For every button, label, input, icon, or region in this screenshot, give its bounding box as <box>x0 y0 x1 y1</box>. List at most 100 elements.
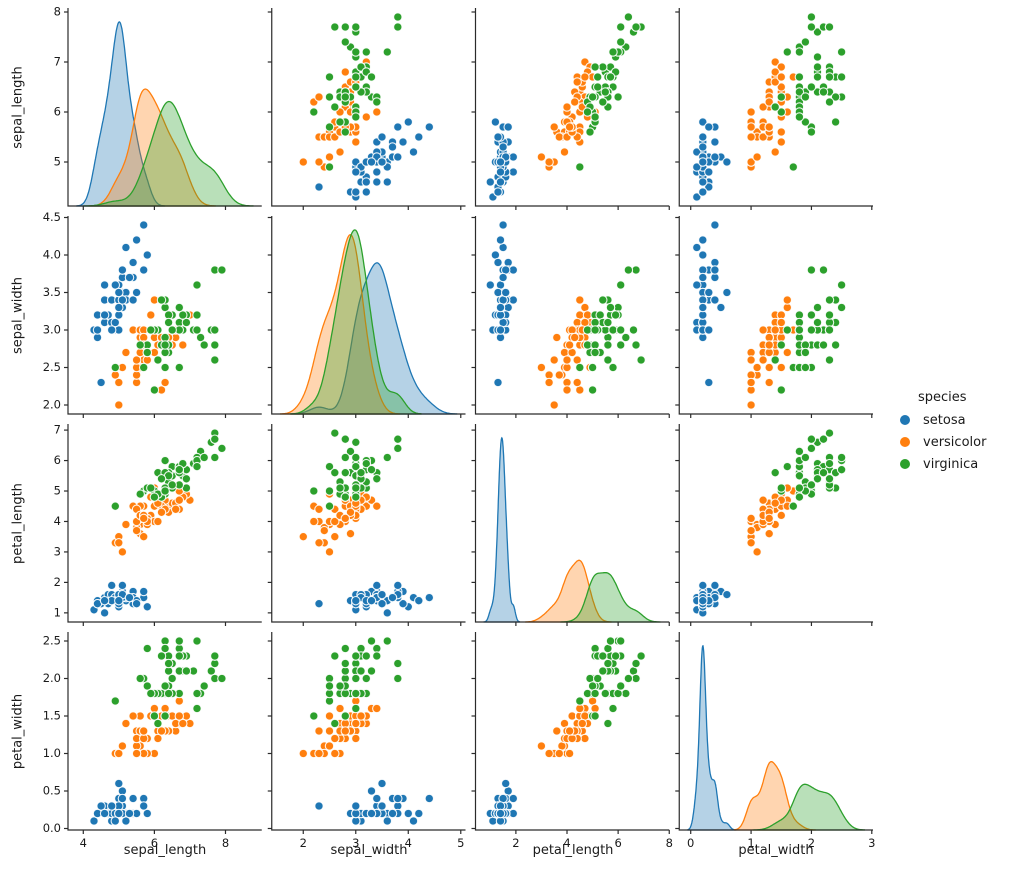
data-point <box>128 257 138 268</box>
x-axis-label-sepal-width: sepal_width <box>330 843 408 858</box>
data-point <box>776 340 787 350</box>
data-point <box>710 295 720 305</box>
data-point <box>114 778 124 789</box>
data-point <box>351 22 361 32</box>
data-point <box>121 519 131 530</box>
axis-ticks <box>471 429 670 626</box>
data-point <box>361 112 372 122</box>
data-point <box>572 77 582 87</box>
data-point <box>812 302 823 313</box>
subplot-petal_width-vs-sepal_width: 2 3 4 5 <box>267 632 466 850</box>
data-point <box>408 147 419 157</box>
data-point <box>598 62 608 72</box>
data-point <box>800 347 811 358</box>
data-point <box>160 643 170 654</box>
data-point <box>335 703 345 714</box>
data-point <box>382 452 393 463</box>
axis-ticks <box>675 429 873 626</box>
data-point <box>836 47 847 57</box>
data-point <box>590 688 600 699</box>
data-point <box>174 464 185 475</box>
axes-spines <box>271 632 466 831</box>
y-tick-label: 3.0 <box>43 323 61 337</box>
data-point <box>160 362 170 373</box>
data-point <box>621 332 631 343</box>
x-tick-label: 4 <box>405 836 412 850</box>
y-tick-label: 6 <box>54 453 61 467</box>
data-point <box>330 467 340 478</box>
y-tick-label: 0.5 <box>43 784 61 798</box>
data-point <box>746 122 756 132</box>
data-point <box>351 167 361 177</box>
data-point <box>146 483 156 493</box>
x-tick-label: 5 <box>457 836 464 850</box>
data-point <box>549 355 559 365</box>
data-point <box>764 513 774 524</box>
data-point <box>160 711 170 721</box>
data-point <box>138 801 149 811</box>
kde-curve-setosa <box>483 436 521 623</box>
data-point <box>746 513 756 524</box>
axes-spines <box>678 8 873 207</box>
data-point <box>124 272 135 283</box>
subplot-sepal_width-vs-sepal_width <box>267 216 466 418</box>
data-point <box>131 748 142 759</box>
data-point <box>692 242 702 253</box>
data-point <box>493 132 503 142</box>
data-point <box>192 636 202 646</box>
data-point <box>495 167 506 177</box>
scatter-series-virginica <box>575 636 646 729</box>
axes-spines <box>67 424 262 623</box>
data-point <box>615 22 626 32</box>
y-tick-label: 2.5 <box>43 634 61 648</box>
data-point <box>770 57 780 67</box>
y-tick-label: 2.5 <box>43 360 61 374</box>
data-point <box>153 733 163 744</box>
scatter-series-setosa <box>89 220 153 388</box>
data-point <box>372 97 382 107</box>
data-point <box>89 816 99 826</box>
scatter-series-virginica <box>770 428 847 511</box>
data-point <box>356 711 366 721</box>
scatter-series-setosa <box>314 778 435 826</box>
data-point <box>408 816 419 826</box>
data-point <box>314 182 324 192</box>
axis-ticks: 5 6 7 8 <box>54 5 227 210</box>
data-point <box>403 117 414 127</box>
data-point <box>131 287 142 298</box>
x-axis-label-petal-width: petal_width <box>738 843 814 858</box>
data-point <box>330 531 340 542</box>
data-point <box>776 137 787 147</box>
data-point <box>351 688 361 699</box>
data-point <box>552 726 562 736</box>
data-point <box>372 703 382 714</box>
data-point <box>160 486 170 496</box>
data-point <box>631 22 641 32</box>
data-point <box>138 586 149 597</box>
data-point <box>309 516 319 527</box>
subplot-petal_width-vs-sepal_length: 4 6 8 0.0 0.5 1.0 1.5 2.0 2.5 <box>43 632 262 850</box>
data-point <box>135 489 145 499</box>
data-point <box>351 733 361 744</box>
data-point <box>776 82 787 92</box>
data-point <box>603 317 613 328</box>
data-point <box>704 377 714 388</box>
data-point <box>131 525 142 536</box>
data-point <box>698 580 708 591</box>
data-point <box>806 12 817 22</box>
data-point <box>493 257 503 268</box>
data-point <box>598 666 608 676</box>
data-point <box>818 340 829 350</box>
data-point <box>114 400 124 410</box>
data-point <box>372 793 382 804</box>
x-tick-label: 2 <box>808 836 815 850</box>
data-point <box>608 362 618 373</box>
data-point <box>131 355 142 365</box>
data-point <box>636 651 646 661</box>
data-point <box>146 325 156 335</box>
data-point <box>698 132 708 142</box>
kde-curve-versicolor <box>734 761 816 831</box>
data-point <box>746 132 756 142</box>
data-point <box>554 132 565 142</box>
data-point <box>572 377 582 388</box>
